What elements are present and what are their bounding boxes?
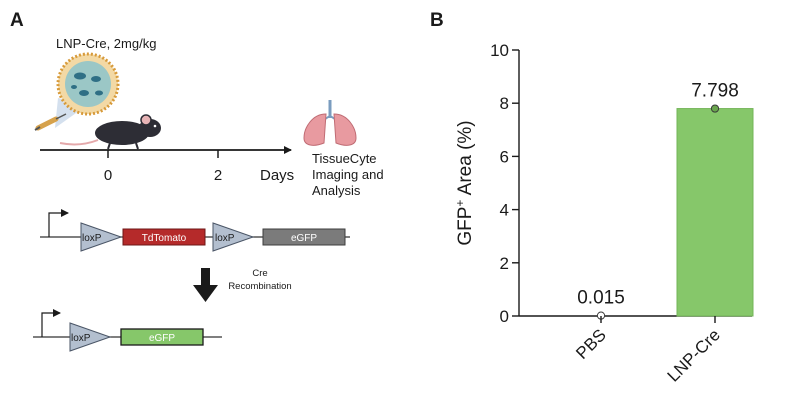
loxp-label-1: loxP	[82, 233, 102, 244]
construct-after: loxP eGFP	[33, 309, 222, 352]
promoter-arrow-icon	[41, 309, 61, 337]
readout-line-3: Analysis	[312, 183, 361, 198]
timeline-tick-0: 0	[104, 167, 112, 184]
y-tick-label: 0	[500, 307, 509, 326]
panel-b: B GFP+ Area (%) 0 2 4 6 8 10 0.015 PBS 7.798 LNP-…	[430, 10, 754, 386]
y-axis-label: GFP+ Area (%)	[453, 120, 476, 245]
readout-line-2: Imaging and	[312, 167, 384, 182]
tdtomato-label: TdTomato	[142, 233, 187, 244]
egfp-label-after: eGFP	[149, 333, 175, 344]
data-label: 0.015	[577, 288, 625, 309]
loxp-label-2: loxP	[215, 233, 235, 244]
mouse-icon	[59, 114, 161, 150]
bar-chart-plot: 0 2 4 6 8 10 0.015 PBS 7.798 LNP-Cre	[490, 41, 754, 386]
loxp-label-after: loxP	[71, 333, 91, 344]
panel-a-label: A	[10, 10, 24, 31]
timeline-tick-2: 2	[214, 167, 222, 184]
construct-before: loxP TdTomato loxP eGFP	[40, 209, 350, 252]
syringe-icon	[34, 113, 67, 131]
recombination-arrow-icon	[193, 268, 218, 302]
y-tick-label: 2	[500, 254, 509, 273]
y-tick-label: 10	[490, 41, 509, 60]
egfp-gray-box	[262, 228, 346, 246]
loxp-triangle-icon	[69, 322, 112, 352]
y-tick-label: 8	[500, 94, 509, 113]
readout-line-1: TissueCyte	[312, 151, 377, 166]
loxp-triangle-icon	[212, 222, 255, 252]
tdtomato-box	[122, 228, 206, 246]
timeline-unit: Days	[260, 167, 294, 184]
dose-label: LNP-Cre, 2mg/kg	[56, 36, 156, 51]
recombination-label-2: Recombination	[228, 281, 291, 292]
y-tick-label: 6	[500, 147, 509, 166]
lnp-particle-icon	[55, 52, 120, 128]
egfp-label-before: eGFP	[291, 233, 317, 244]
panel-a: A LNP-Cre, 2mg/kg	[10, 10, 384, 352]
lung-icon	[303, 100, 357, 146]
recombination-label-1: Cre	[252, 268, 267, 279]
y-tick-label: 4	[500, 201, 509, 220]
x-tick-label: LNP-Cre	[664, 325, 724, 385]
data-point	[710, 104, 720, 113]
panel-b-label: B	[430, 10, 444, 31]
loxp-triangle-icon	[80, 222, 123, 252]
egfp-green-box	[120, 328, 204, 346]
data-label: 7.798	[691, 81, 739, 102]
bar	[676, 108, 754, 317]
x-tick-label: PBS	[572, 325, 609, 362]
promoter-arrow-icon	[48, 209, 69, 237]
timeline: 0 2 Days	[40, 146, 294, 184]
